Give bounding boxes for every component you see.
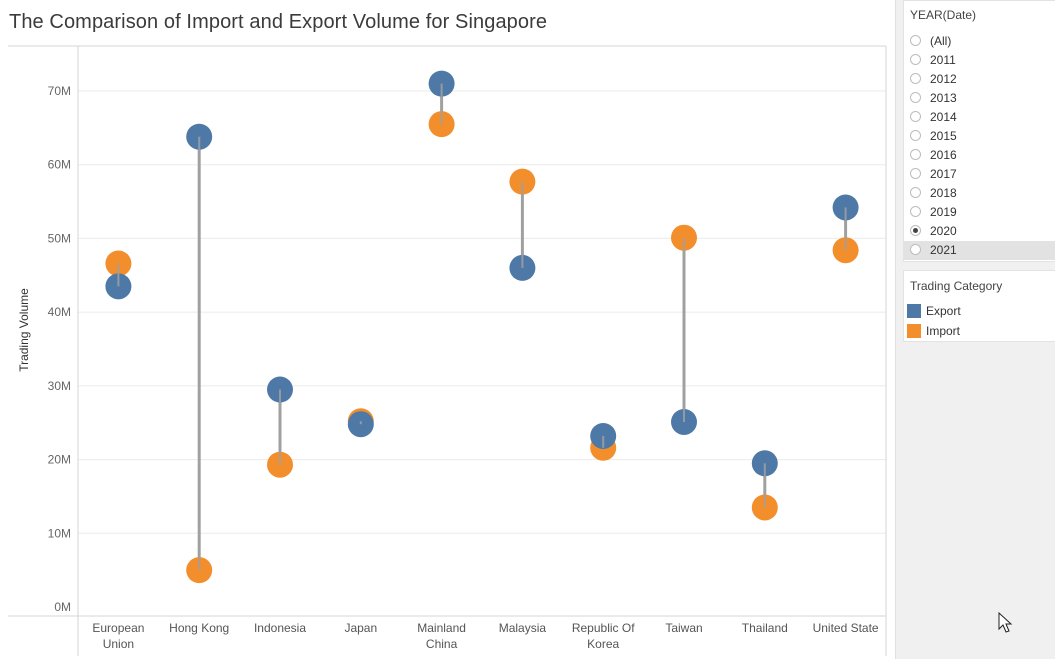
year-option-label: 2015: [930, 129, 957, 143]
chart-title: The Comparison of Import and Export Volu…: [9, 11, 548, 33]
radio-button-icon[interactable]: [910, 35, 921, 46]
x-category-label: Union: [103, 637, 134, 651]
legend-label: Import: [926, 324, 961, 338]
x-category-label: Indonesia: [254, 621, 306, 635]
year-option-2011[interactable]: 2011: [904, 51, 1055, 70]
x-category-label: China: [426, 637, 458, 651]
legend-swatch: [907, 304, 921, 318]
export-points: [105, 70, 859, 477]
radio-button-icon[interactable]: [910, 111, 921, 122]
year-option-2019[interactable]: 2019: [904, 203, 1055, 222]
year-option-label: 2018: [930, 186, 957, 200]
year-option-2014[interactable]: 2014: [904, 108, 1055, 127]
x-category-label: Japan: [344, 621, 377, 635]
year-option-label: 2019: [930, 205, 957, 219]
year-option-2018[interactable]: 2018: [904, 184, 1055, 203]
x-category-label: Korea: [587, 637, 619, 651]
radio-button-icon[interactable]: [910, 73, 921, 84]
y-tick-label: 70M: [48, 84, 71, 98]
x-category-label: Hong Kong: [169, 621, 229, 635]
x-category-label: Taiwan: [665, 621, 702, 635]
year-option-label: (All): [930, 34, 952, 48]
y-tick-label: 10M: [48, 526, 71, 540]
x-category-label: Thailand: [742, 621, 788, 635]
year-filter-title: YEAR(Date): [910, 8, 977, 22]
dumbbell-chart: 0M 10M 20M 30M 40M 50M 60M 70M European Union Hon…: [8, 45, 887, 656]
x-category-label: Republic Of: [572, 621, 635, 635]
right-panel: YEAR(Date) (All) 2011 2012 2013 2014 2015 2016…: [895, 0, 1055, 659]
radio-button-icon[interactable]: [910, 168, 921, 179]
x-axis-labels: European Union Hong Kong Indonesia Japan Main…: [92, 83, 879, 651]
year-option-2021[interactable]: 2021: [904, 241, 1055, 260]
year-option-label: 2021: [930, 243, 957, 257]
radio-button-icon[interactable]: [910, 206, 921, 217]
y-axis-label: Trading Volume: [17, 288, 31, 372]
y-tick-label: 0M: [54, 600, 71, 614]
year-option-label: 2014: [930, 110, 957, 124]
y-tick-label: 60M: [48, 158, 71, 172]
grid-lines: [78, 90, 886, 534]
legend-swatch: [907, 324, 921, 338]
year-option-2015[interactable]: 2015: [904, 127, 1055, 146]
legend-label: Export: [926, 304, 961, 318]
year-option-label: 2013: [930, 91, 957, 105]
x-category-label: Malaysia: [499, 621, 547, 635]
radio-button-icon[interactable]: [910, 54, 921, 65]
radio-button-icon[interactable]: [910, 130, 921, 141]
year-option-2016[interactable]: 2016: [904, 146, 1055, 165]
year-option-label: 2020: [930, 224, 957, 238]
x-category-label: United State: [813, 621, 879, 635]
import-points: [105, 111, 859, 584]
plot-frame: [8, 45, 887, 656]
year-option-2017[interactable]: 2017: [904, 165, 1055, 184]
trading-category-legend: Trading Category Export Import: [903, 270, 1055, 342]
mouse-pointer-icon: [998, 612, 1013, 633]
y-tick-label: 30M: [48, 379, 71, 393]
radio-button-icon[interactable]: [910, 225, 921, 236]
year-option-label: 2017: [930, 167, 957, 181]
connectors: [116, 83, 848, 571]
year-option-2020[interactable]: 2020: [904, 222, 1055, 241]
y-tick-label: 50M: [48, 231, 71, 245]
year-option-label: 2012: [930, 72, 957, 86]
legend-item-export[interactable]: Export: [904, 302, 1055, 322]
year-option-2012[interactable]: 2012: [904, 70, 1055, 89]
year-option-all[interactable]: (All): [904, 32, 1055, 51]
legend-item-import[interactable]: Import: [904, 322, 1055, 342]
radio-button-icon[interactable]: [910, 244, 921, 255]
year-filter: YEAR(Date) (All) 2011 2012 2013 2014 2015 2016…: [903, 0, 1055, 262]
x-category-label: European: [92, 621, 144, 635]
x-category-label: Mainland: [417, 621, 466, 635]
y-tick-label: 40M: [48, 305, 71, 319]
y-axis-ticks: 0M 10M 20M 30M 40M 50M 60M 70M: [48, 84, 71, 614]
y-tick-label: 20M: [48, 453, 71, 467]
legend-title: Trading Category: [910, 279, 1003, 293]
radio-button-icon[interactable]: [910, 92, 921, 103]
year-option-2013[interactable]: 2013: [904, 89, 1055, 108]
radio-button-icon[interactable]: [910, 187, 921, 198]
year-option-label: 2011: [930, 53, 956, 67]
year-option-label: 2016: [930, 148, 957, 162]
radio-button-icon[interactable]: [910, 149, 921, 160]
